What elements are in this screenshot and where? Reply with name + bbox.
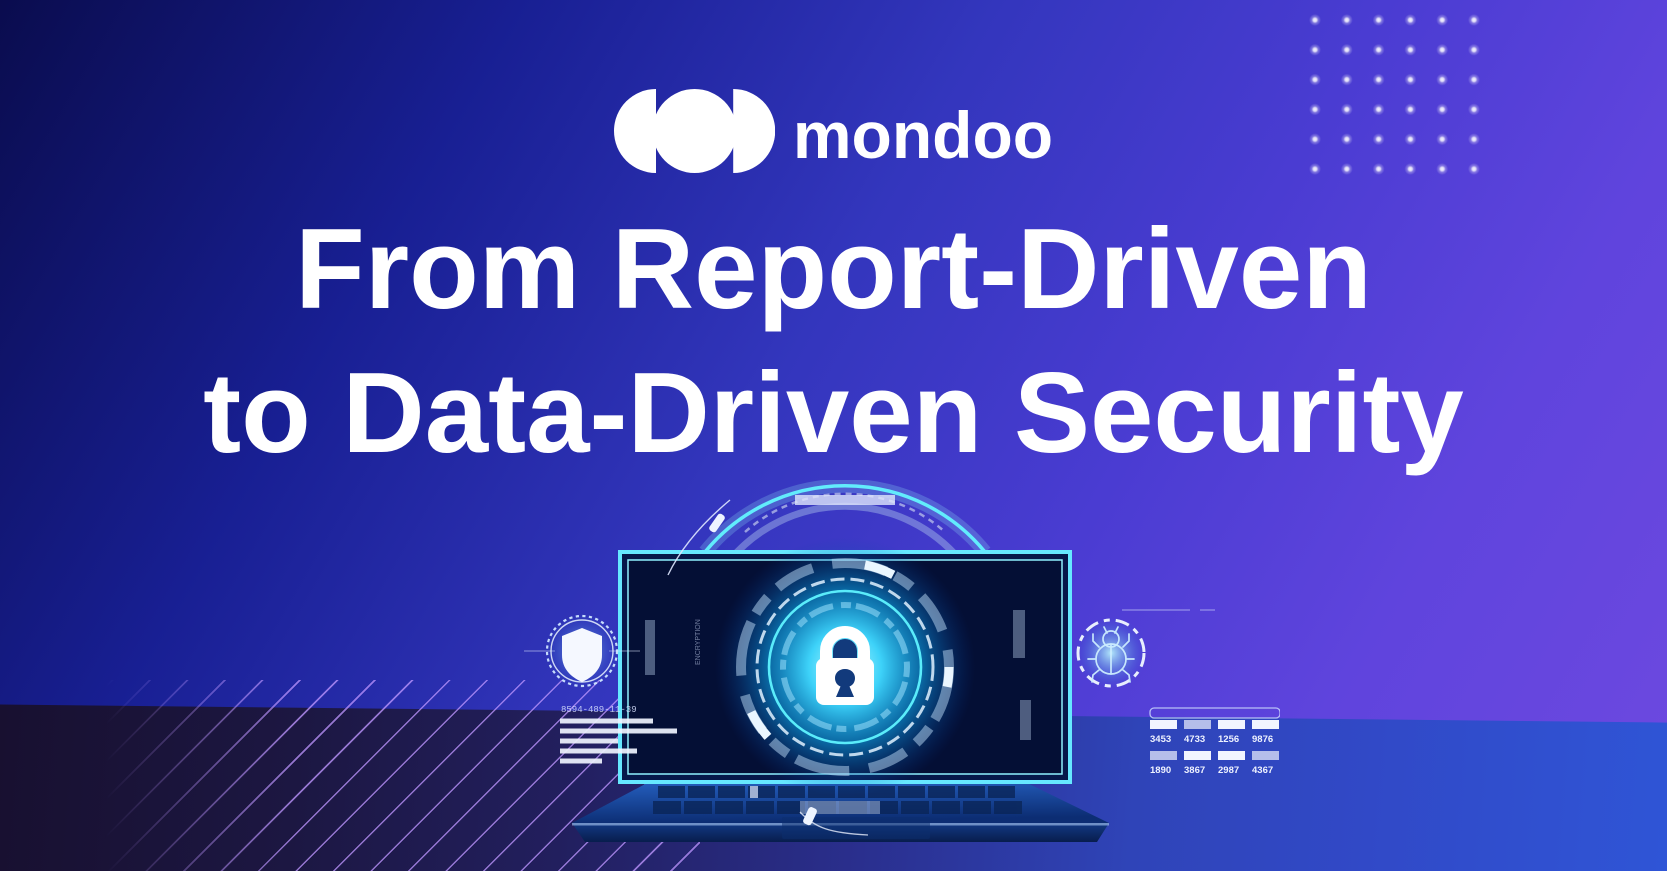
svg-text:1256: 1256 bbox=[1218, 734, 1239, 745]
svg-text:2987: 2987 bbox=[1218, 765, 1239, 776]
svg-text:3867: 3867 bbox=[1184, 765, 1205, 776]
svg-text:9876: 9876 bbox=[1252, 734, 1273, 745]
svg-text:8594-489-11-39: 8594-489-11-39 bbox=[561, 705, 637, 715]
svg-text:4733: 4733 bbox=[1184, 734, 1205, 745]
svg-text:1890: 1890 bbox=[1150, 765, 1171, 776]
svg-text:4367: 4367 bbox=[1252, 765, 1273, 776]
svg-text:3453: 3453 bbox=[1150, 734, 1171, 745]
svg-text:ENCRYPTION: ENCRYPTION bbox=[695, 619, 702, 665]
